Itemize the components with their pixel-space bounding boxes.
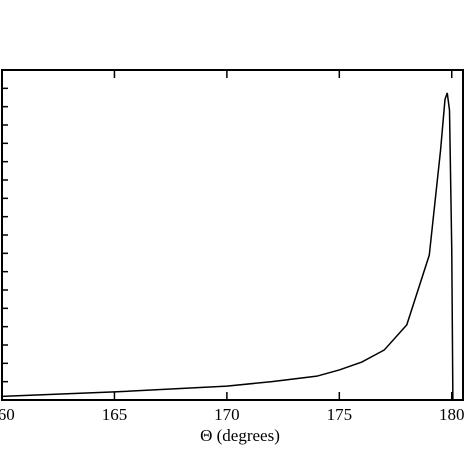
plot-frame <box>1 69 464 401</box>
series-line <box>1 92 454 401</box>
x-tick-label: 170 <box>214 405 240 424</box>
x-axis-label: Θ (degrees) <box>200 426 280 445</box>
x-tick-label: 165 <box>102 405 128 424</box>
x-tick-label: 175 <box>327 405 353 424</box>
x-tick-label: 160 <box>0 405 15 424</box>
x-tick-label: 180 <box>439 405 465 424</box>
